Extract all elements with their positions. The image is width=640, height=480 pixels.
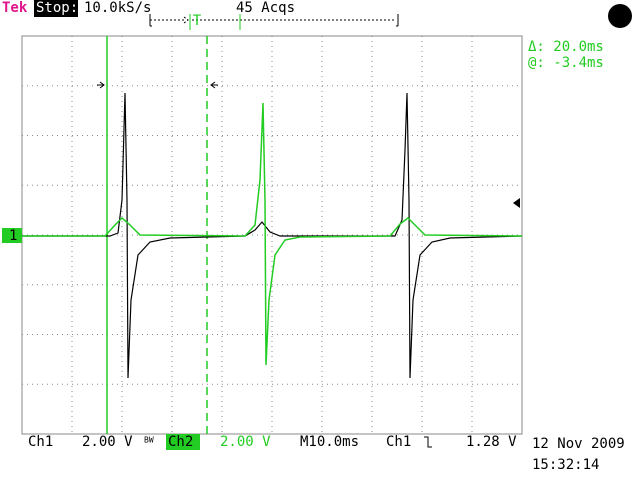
- status-indicator: [608, 4, 632, 28]
- trigger-position: T: [193, 13, 202, 29]
- cursor-position: @: -3.4ms: [528, 55, 604, 71]
- trigger-level: 1.28 V: [466, 434, 517, 450]
- trigger-source: Ch1: [386, 434, 411, 450]
- ch2-label: Ch2: [168, 434, 193, 450]
- time: 15:32:14: [532, 457, 599, 473]
- channel-marker: 1: [9, 228, 17, 244]
- cursor-delta: Δ: 20.0ms: [528, 39, 604, 55]
- graticule: [22, 36, 522, 434]
- ch2-scale: 2.00 V: [220, 434, 271, 450]
- acquisitions: 45 Acqs: [236, 0, 295, 16]
- ch1-ground-box: [2, 228, 22, 243]
- record-bracket-ends: [149, 14, 399, 26]
- trigger-level-marker: [513, 198, 520, 208]
- date: 12 Nov 2009: [532, 436, 625, 452]
- run-state: Stop:: [36, 0, 78, 16]
- sample-rate: 10.0kS/s: [84, 0, 151, 16]
- ch2-label-box: [166, 434, 200, 450]
- cursor-arrows: [97, 81, 218, 89]
- ch1-label: Ch1: [28, 434, 53, 450]
- state-box: [34, 0, 78, 17]
- brand: Tek: [2, 0, 28, 16]
- timebase: M10.0ms: [300, 434, 359, 450]
- ch1-waveform: [22, 92, 523, 379]
- bandwidth-limit: BW: [144, 436, 154, 445]
- ch2-waveform: [22, 102, 523, 366]
- trigger-slope-icon: [424, 436, 432, 448]
- ch1-scale: 2.00 V: [82, 434, 133, 450]
